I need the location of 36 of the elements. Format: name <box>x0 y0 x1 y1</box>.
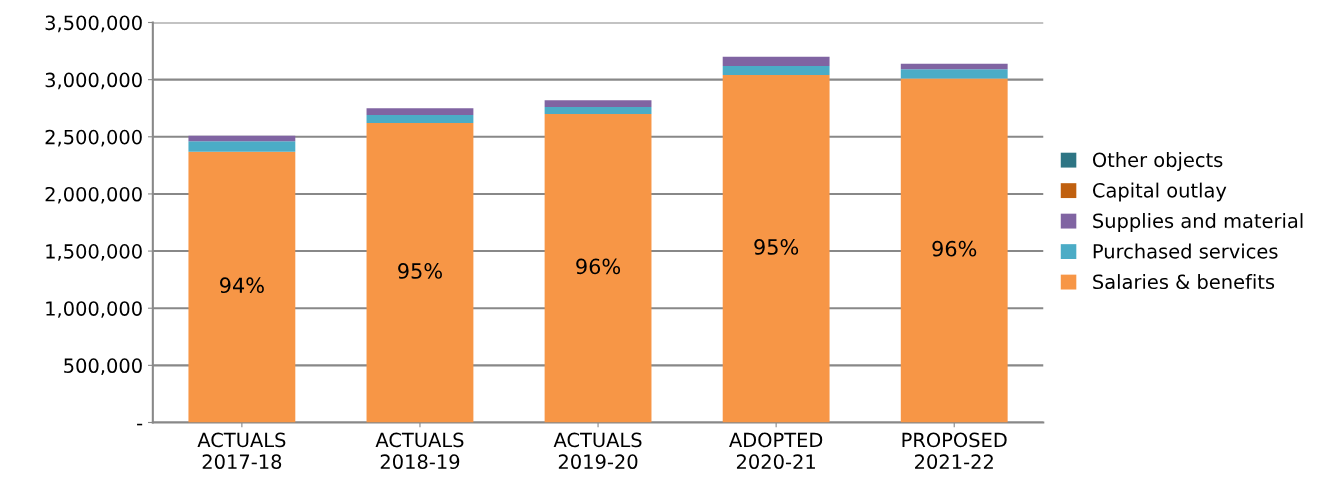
annotation: 96% <box>576 258 621 275</box>
bar <box>366 108 474 116</box>
bar <box>366 115 474 124</box>
legend-label: Other objects <box>1092 152 1223 171</box>
bar <box>366 123 474 423</box>
bar <box>900 78 1008 423</box>
bar <box>544 107 652 114</box>
bar <box>188 141 296 152</box>
y-tick-label: 2,000,000 <box>45 186 142 204</box>
x-tick-label: ADOPTED 2020-21 <box>729 432 823 470</box>
bar <box>544 113 652 423</box>
legend-label: Purchased services <box>1093 243 1278 259</box>
bar <box>722 56 830 66</box>
x-tick-label: PROPOSED 2021-22 <box>902 432 1007 470</box>
y-tick-label: - <box>137 423 143 426</box>
bar <box>544 100 652 108</box>
y-tick-label: 3,500,000 <box>45 15 142 33</box>
legend-label: Capital outlay <box>1092 182 1227 202</box>
bar <box>722 75 830 423</box>
y-tick-label: 2,500,000 <box>45 129 142 147</box>
x-tick-label: ACTUALS 2017-18 <box>197 432 286 470</box>
annotation: 95% <box>754 239 799 255</box>
legend-label: Supplies and material <box>1093 213 1303 232</box>
bar <box>188 151 296 423</box>
annotation: 95% <box>398 263 442 279</box>
annotation: 96% <box>932 240 977 257</box>
y-tick-label: 3,000,000 <box>45 72 142 90</box>
bar <box>900 69 1008 79</box>
legend-label: Salaries & benefits <box>1093 274 1275 290</box>
annotation: 94% <box>220 277 264 294</box>
x-tick-label: ACTUALS 2018-19 <box>375 432 464 470</box>
y-tick-label: 500,000 <box>64 358 142 375</box>
y-tick-label: 1,000,000 <box>46 301 142 318</box>
bar <box>722 65 830 76</box>
y-tick-label: 1,500,000 <box>46 244 142 261</box>
x-tick-label: ACTUALS 2019-20 <box>553 432 642 470</box>
